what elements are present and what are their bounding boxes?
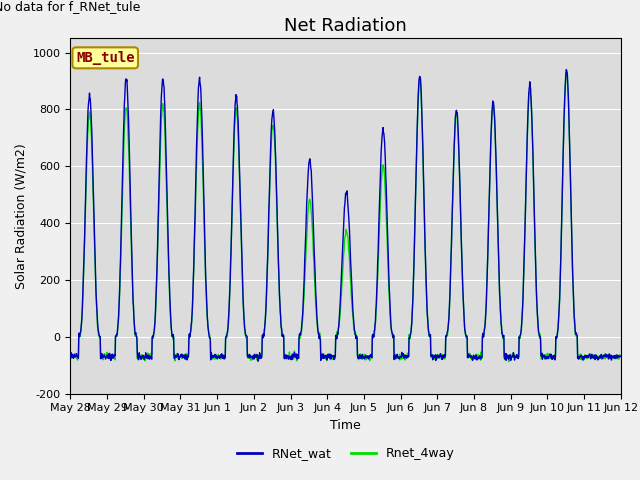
Rnet_4way: [67, 355, 74, 360]
Rnet_4way: [189, 299, 196, 305]
Rnet_4way: [505, 359, 513, 365]
RNet_wat: [431, 355, 439, 361]
RNet_wat: [563, 67, 570, 72]
Rnet_4way: [616, 354, 624, 360]
Title: Net Radiation: Net Radiation: [284, 17, 407, 36]
RNet_wat: [552, 354, 559, 360]
Rnet_4way: [502, 352, 510, 358]
Rnet_4way: [250, 356, 258, 362]
RNet_wat: [175, 354, 183, 360]
Rnet_4way: [552, 353, 559, 359]
Rnet_4way: [431, 357, 438, 362]
RNet_wat: [189, 295, 196, 301]
Rnet_4way: [563, 70, 570, 76]
RNet_wat: [67, 355, 74, 360]
Legend: RNet_wat, Rnet_4way: RNet_wat, Rnet_4way: [232, 443, 460, 466]
X-axis label: Time: Time: [330, 419, 361, 432]
Text: No data for f_RNet_tule: No data for f_RNet_tule: [0, 0, 140, 13]
Line: RNet_wat: RNet_wat: [70, 70, 620, 361]
Y-axis label: Solar Radiation (W/m2): Solar Radiation (W/m2): [14, 143, 27, 289]
RNet_wat: [616, 353, 624, 359]
RNet_wat: [254, 359, 262, 364]
RNet_wat: [250, 356, 258, 361]
Line: Rnet_4way: Rnet_4way: [70, 73, 620, 362]
Text: MB_tule: MB_tule: [76, 51, 134, 65]
RNet_wat: [503, 355, 511, 360]
Rnet_4way: [175, 355, 183, 361]
